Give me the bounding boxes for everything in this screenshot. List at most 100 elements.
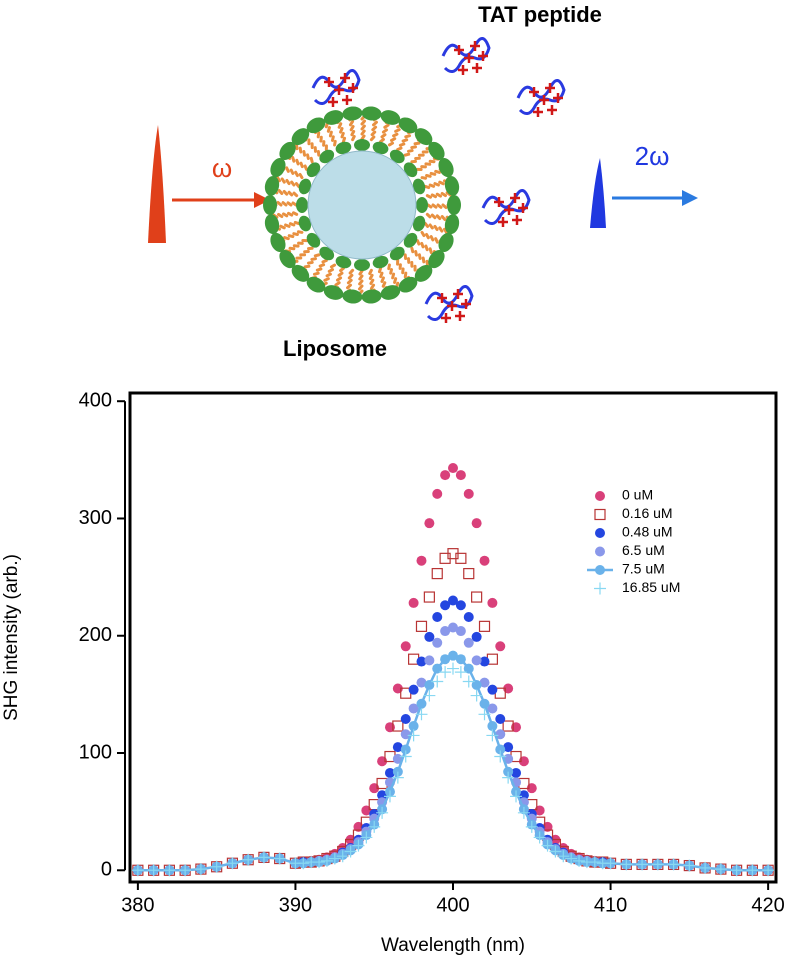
lipid-tail [333, 139, 337, 147]
lipid-tail [337, 122, 343, 129]
data-point [525, 820, 538, 833]
lipid-tail [298, 146, 303, 154]
lipid-head [412, 178, 426, 195]
data-point [448, 650, 458, 661]
lipid-tail [433, 182, 440, 187]
data-point [257, 851, 270, 864]
lipid-head [296, 197, 308, 213]
lipid-tail [294, 182, 301, 188]
lipid-tail [433, 224, 439, 232]
data-point [487, 721, 498, 732]
lipid-tail [360, 119, 367, 126]
data-point [328, 852, 341, 865]
data-point [762, 864, 775, 877]
lipid-head [389, 246, 405, 261]
data-point [651, 858, 664, 871]
data-point [487, 684, 498, 695]
data-point [408, 684, 419, 695]
lipid-head [319, 246, 335, 261]
lipid-tail [428, 159, 436, 164]
lipid-tail [294, 170, 299, 178]
data-point [147, 864, 160, 877]
lipid-tail [428, 247, 433, 255]
legend-entry: 16.85 uM [594, 579, 680, 595]
lipid-tail [318, 263, 326, 268]
data-point [416, 677, 427, 688]
lipid-tail [381, 281, 387, 288]
lipid-head [291, 264, 310, 282]
data-point [392, 720, 404, 732]
data-point [454, 666, 467, 679]
data-point [455, 552, 467, 564]
lipid-tail [425, 174, 432, 178]
lipid-tail [291, 211, 299, 216]
lipid-head [447, 195, 461, 215]
lipid-tail [443, 227, 449, 235]
data-point [424, 631, 435, 642]
data-point [439, 666, 452, 679]
data-point [604, 857, 617, 870]
lipid-tail [423, 184, 431, 190]
data-point [432, 488, 443, 499]
data-point [487, 597, 498, 608]
data-point [455, 600, 466, 611]
data-point [471, 679, 482, 690]
lipid-head [335, 255, 352, 269]
lipid-head [291, 128, 310, 146]
data-point [448, 595, 458, 606]
lipid-tail [288, 246, 296, 251]
data-point [440, 654, 451, 665]
data-point [557, 850, 570, 863]
lipid-tail [380, 133, 387, 139]
lipid-tail [281, 201, 288, 207]
lipid-tail [406, 149, 414, 153]
lipid-tail [277, 212, 284, 219]
lipid-head [306, 276, 326, 293]
data-point [399, 750, 412, 763]
lipid-tail [438, 226, 444, 233]
lipid-head [428, 249, 445, 269]
data-point [699, 861, 712, 874]
lipid-tail [313, 253, 321, 258]
lipid-tail [435, 192, 442, 198]
legend-label: 7.5 uM [622, 561, 665, 577]
lipid-tail [430, 193, 438, 199]
data-point [424, 518, 435, 529]
lipid-tail [283, 236, 290, 241]
data-point [620, 858, 633, 871]
lipid-head [414, 264, 433, 282]
lipid-tail [389, 137, 397, 142]
data-point [463, 488, 474, 499]
data-point [415, 620, 428, 632]
lipid-tail [391, 272, 396, 280]
lipid-tail [326, 126, 331, 133]
lipid-tail [286, 201, 293, 207]
lipid-tail [350, 129, 356, 137]
data-point [210, 860, 223, 873]
data-point [440, 626, 451, 637]
lipid-head [398, 276, 418, 293]
lipid-tail [348, 268, 355, 275]
lipid-tail [423, 222, 430, 228]
lipid-tail [371, 125, 378, 132]
lipid-head [414, 128, 433, 146]
data-point [588, 856, 601, 869]
output-arrowhead [682, 190, 698, 206]
data-point [565, 852, 578, 865]
data-point [352, 839, 365, 852]
lipid-tail [377, 266, 383, 274]
data-point [667, 858, 680, 871]
lipid-tail [339, 266, 345, 273]
data-point [226, 857, 239, 870]
lipid-tail [285, 166, 290, 173]
data-point [344, 845, 357, 858]
lipid-tail [323, 277, 330, 282]
diagram: ω 2ω TAT peptide Liposome [148, 2, 698, 361]
legend-label: 0 uM [622, 487, 653, 503]
lipid-tail [425, 232, 430, 240]
output-label: 2ω [635, 141, 670, 171]
lipid-head [263, 195, 277, 215]
data-point [487, 703, 498, 714]
legend-marker [594, 582, 606, 595]
data-point [455, 470, 466, 481]
